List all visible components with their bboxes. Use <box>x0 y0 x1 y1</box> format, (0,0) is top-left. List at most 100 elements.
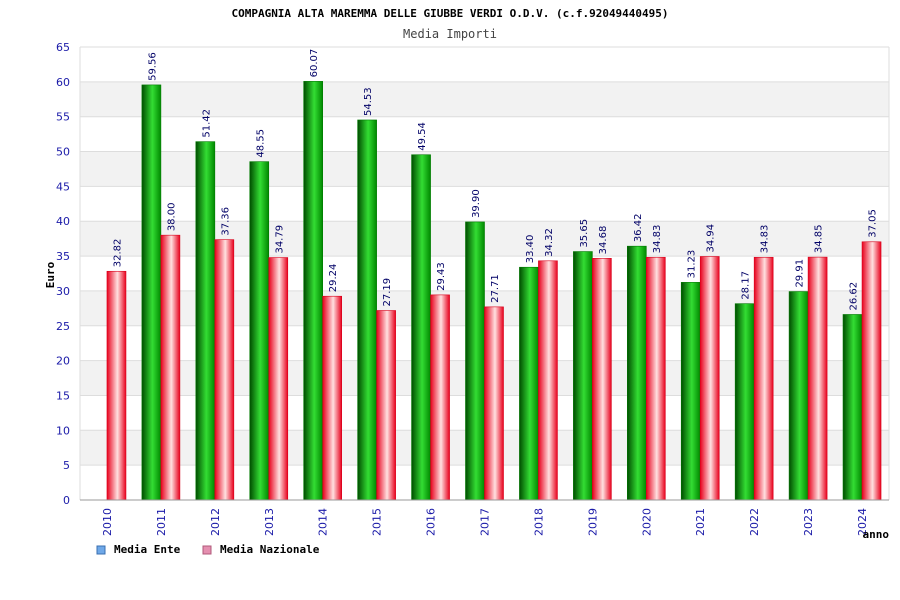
bar-value-label: 48.55 <box>255 129 266 158</box>
bar-value-label: 34.79 <box>274 225 285 254</box>
legend: Media Ente Media Nazionale <box>96 543 320 556</box>
bar-value-label: 31.23 <box>687 250 698 279</box>
bar-media-ente <box>573 251 593 501</box>
bar-value-label: 34.83 <box>652 225 663 254</box>
y-tick-label: 20 <box>56 355 70 368</box>
bar-value-label: 34.94 <box>706 224 717 253</box>
y-tick-label: 55 <box>56 111 70 124</box>
bar-value-label: 27.19 <box>382 278 393 307</box>
bar-media-ente <box>357 119 377 501</box>
y-tick-label: 10 <box>56 424 70 437</box>
chart-subtitle: Media Importi <box>403 27 497 41</box>
bar-media-nazionale <box>106 270 127 501</box>
bar-media-nazionale <box>376 310 396 501</box>
bar-value-label: 37.05 <box>868 209 879 238</box>
bar-value-label: 51.42 <box>201 109 212 138</box>
x-tick-label: 2024 <box>856 508 869 536</box>
bars <box>106 81 882 501</box>
bar-media-ente <box>249 161 270 501</box>
bar-media-nazionale <box>861 241 882 501</box>
x-tick-label: 2017 <box>479 508 492 536</box>
legend-swatch-ente <box>96 545 106 555</box>
bar-media-nazionale <box>484 306 504 501</box>
y-tick-label: 45 <box>56 180 70 193</box>
bar-media-nazionale <box>753 256 774 501</box>
x-tick-label: 2019 <box>586 508 599 536</box>
bar-value-label: 26.62 <box>849 282 860 311</box>
bar-value-label: 27.71 <box>490 274 501 303</box>
bar-value-label: 29.43 <box>436 262 447 291</box>
x-tick-label: 2022 <box>748 508 761 536</box>
legend-label-ente: Media Ente <box>114 543 181 556</box>
x-tick-label: 2011 <box>155 508 168 536</box>
bar-media-nazionale <box>430 294 450 501</box>
bar-value-label: 34.32 <box>544 228 555 257</box>
bar-media-nazionale <box>214 239 235 501</box>
y-tick-label: 15 <box>56 389 70 402</box>
bar-value-label: 35.65 <box>579 219 590 248</box>
y-axis-ticks: 0 5 10 15 20 25 30 35 40 45 50 55 60 65 <box>56 41 70 507</box>
bar-labels: 32.82 59.56 38.00 51.42 37.36 48.55 34.79 60.07… <box>112 49 878 311</box>
y-tick-label: 30 <box>56 285 70 298</box>
x-tick-label: 2023 <box>802 508 815 536</box>
y-axis-label: Euro <box>44 261 57 288</box>
x-tick-label: 2010 <box>101 508 114 536</box>
y-tick-label: 40 <box>56 215 70 228</box>
bar-media-ente <box>303 81 324 501</box>
bar-media-nazionale <box>268 257 289 501</box>
bar-value-label: 60.07 <box>309 49 320 78</box>
bar-value-label: 34.68 <box>598 226 609 255</box>
x-tick-label: 2020 <box>640 508 653 536</box>
bar-media-ente <box>734 303 755 501</box>
bar-media-ente <box>195 141 216 501</box>
bar-value-label: 59.56 <box>147 52 158 81</box>
bar-media-ente <box>465 221 485 501</box>
x-tick-label: 2014 <box>317 508 330 536</box>
x-tick-label: 2012 <box>209 508 222 536</box>
bar-value-label: 33.40 <box>525 235 536 264</box>
bar-media-nazionale <box>160 234 181 501</box>
x-tick-label: 2018 <box>532 508 545 536</box>
y-tick-label: 60 <box>56 76 70 89</box>
legend-label-nazionale: Media Nazionale <box>220 543 320 556</box>
x-tick-label: 2016 <box>425 508 438 536</box>
bar-value-label: 28.17 <box>741 271 752 300</box>
bar-value-label: 29.24 <box>328 264 339 293</box>
bar-media-ente <box>519 266 539 501</box>
bar-media-nazionale <box>645 256 666 501</box>
legend-swatch-nazionale <box>202 545 212 555</box>
bar-media-ente <box>788 291 809 501</box>
bar-media-nazionale <box>592 258 612 501</box>
x-tick-label: 2021 <box>694 508 707 536</box>
bar-value-label: 34.83 <box>760 225 771 254</box>
bar-value-label: 37.36 <box>220 207 231 236</box>
bar-value-label: 36.42 <box>633 214 644 243</box>
bar-value-label: 38.00 <box>166 203 177 232</box>
bar-media-ente <box>842 314 863 501</box>
bar-media-nazionale <box>699 256 720 501</box>
y-tick-label: 5 <box>63 459 70 472</box>
x-tick-label: 2015 <box>371 508 384 536</box>
y-tick-label: 50 <box>56 146 70 159</box>
y-tick-label: 35 <box>56 250 70 263</box>
bar-value-label: 39.90 <box>471 189 482 218</box>
bar-value-label: 32.82 <box>112 239 123 268</box>
bar-media-nazionale <box>807 256 828 501</box>
bar-value-label: 54.53 <box>363 87 374 116</box>
y-tick-label: 65 <box>56 41 70 54</box>
chart-title: COMPAGNIA ALTA MAREMMA DELLE GIUBBE VERD… <box>231 7 668 20</box>
bar-value-label: 34.85 <box>814 224 825 253</box>
x-axis-ticks: 2010 2011 2012 2013 2014 2015 2016 2017 2018 2019… <box>101 508 869 536</box>
bar-media-ente <box>680 282 701 501</box>
bar-media-nazionale <box>322 295 343 501</box>
bar-media-ente <box>141 84 162 501</box>
y-tick-label: 0 <box>63 494 70 507</box>
bar-media-nazionale <box>538 260 558 501</box>
bar-value-label: 49.54 <box>417 122 428 151</box>
grid-band <box>80 81 889 117</box>
bar-media-ente <box>626 245 647 501</box>
x-tick-label: 2013 <box>263 508 276 536</box>
bar-value-label: 29.91 <box>795 259 806 288</box>
x-axis-label: anno <box>863 528 890 541</box>
